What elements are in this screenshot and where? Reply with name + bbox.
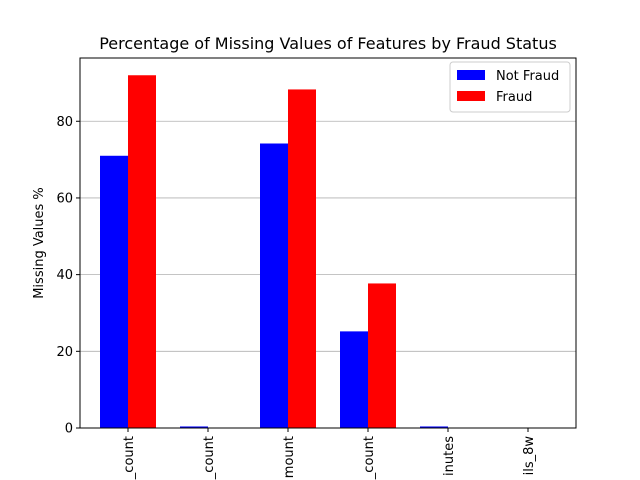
axes-frame	[79, 57, 577, 429]
legend-label: Not Fraud	[496, 69, 559, 84]
bar-fraud	[368, 283, 396, 428]
bar-not-fraud	[420, 426, 448, 428]
gridlines	[80, 120, 576, 352]
x-tick-label: mount	[282, 436, 297, 478]
x-tick-label: ils_8w	[522, 436, 537, 476]
y-axis-label: Missing Values %	[32, 187, 47, 299]
x-tick-label: _count	[202, 436, 217, 480]
y-tick-label: 0	[65, 422, 73, 437]
bar-fraud	[128, 75, 156, 429]
legend-swatch	[457, 91, 485, 101]
y-tick-label: 80	[56, 115, 73, 130]
bar-not-fraud	[340, 331, 368, 428]
bars	[100, 75, 448, 429]
y-axis-ticks: 0 20 40 60 80	[56, 115, 80, 437]
legend-swatch	[457, 70, 485, 80]
x-tick-label: _count	[122, 436, 137, 480]
legend: Not Fraud Fraud	[449, 61, 571, 113]
y-tick-label: 40	[56, 268, 73, 283]
y-tick-label: 20	[56, 345, 73, 360]
x-tick-label: inutes	[442, 436, 457, 476]
bar-fraud	[288, 89, 316, 428]
x-axis-ticks: _count _count mount _count inutes ils_8w	[122, 428, 537, 480]
bar-not-fraud	[180, 426, 208, 428]
x-tick-label: _count	[362, 436, 377, 480]
bar-not-fraud	[100, 155, 128, 428]
chart-title: Percentage of Missing Values of Features…	[99, 34, 557, 53]
y-tick-label: 60	[56, 191, 73, 206]
legend-label: Fraud	[496, 90, 532, 105]
bar-not-fraud	[260, 143, 288, 428]
